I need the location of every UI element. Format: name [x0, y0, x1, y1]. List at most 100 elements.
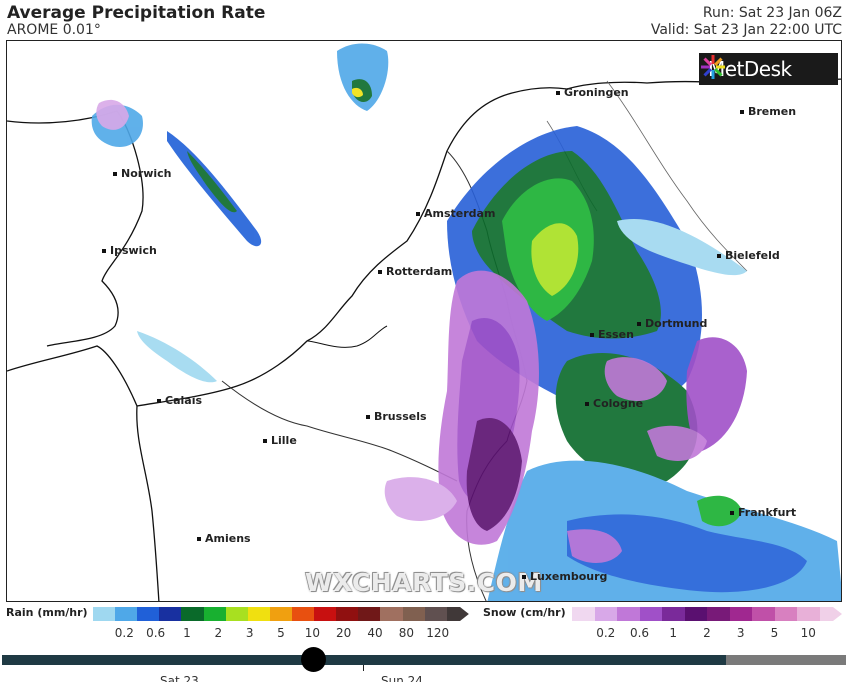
city-label: Lille: [271, 434, 297, 447]
precip-snow: [96, 99, 747, 563]
snow-color-scale: [572, 607, 842, 621]
city-marker-icon: [378, 270, 382, 274]
legend-tick-label: 1: [669, 626, 678, 640]
city-marker-icon: [740, 110, 744, 114]
city-dortmund: Dortmund: [637, 317, 707, 330]
time-slider-track[interactable]: [2, 655, 726, 665]
legend-tick-label: 10: [800, 626, 816, 640]
legend-swatch: [594, 607, 617, 621]
legend-swatch: [225, 607, 248, 621]
legend-swatch: [115, 607, 138, 621]
wxcharts-watermark: WXCHARTS.COM: [305, 568, 543, 597]
rain-color-scale: [93, 607, 469, 621]
city-label: Bremen: [748, 105, 797, 118]
legend-swatch: [181, 607, 204, 621]
city-brussels: Brussels: [366, 410, 427, 423]
city-bremen: Bremen: [740, 105, 796, 118]
city-bielefeld: Bielefeld: [717, 249, 780, 262]
city-groningen: Groningen: [556, 86, 629, 99]
legend-tick-label: 0.2: [114, 626, 134, 640]
legend-swatch: [774, 607, 797, 621]
city-marker-icon: [197, 537, 201, 541]
city-label: Frankfurt: [738, 506, 797, 519]
precipitation-map[interactable]: MetDesk WXCHARTS.COM Groningen Bremen No…: [6, 40, 842, 602]
city-calais: Calais: [157, 394, 202, 407]
city-marker-icon: [590, 333, 594, 337]
run-label: Run: Sat 23 Jan 06Z: [702, 5, 842, 21]
city-marker-icon: [263, 439, 267, 443]
model-label: AROME 0.01°: [7, 22, 101, 38]
legend-tick-label: 5: [770, 626, 779, 640]
legend-tick-label: 3: [245, 626, 254, 640]
legend-tick-label: 0.6: [629, 626, 650, 640]
city-label: Groningen: [564, 86, 629, 99]
legend-swatch: [729, 607, 752, 621]
city-marker-icon: [730, 511, 734, 515]
legend-swatch: [424, 607, 447, 621]
legend-tick-label: 2: [703, 626, 711, 640]
legend-swatch: [159, 607, 182, 621]
legend-swatch: [358, 607, 381, 621]
legend-tick-label: 40: [367, 626, 383, 640]
legend-swatch: [291, 607, 315, 621]
city-marker-icon: [102, 249, 106, 253]
time-slider-remaining[interactable]: [726, 655, 846, 665]
legend-swatch: [572, 607, 595, 621]
city-frankfurt: Frankfurt: [730, 506, 796, 519]
legend-swatch: [269, 607, 292, 621]
city-marker-icon: [585, 402, 589, 406]
map-canvas: [7, 43, 841, 601]
day-label-sun: Sun 24: [381, 674, 423, 682]
legend-swatch: [617, 607, 640, 621]
legend-swatch: [402, 607, 425, 621]
city-essen: Essen: [590, 328, 634, 341]
city-lille: Lille: [263, 434, 297, 447]
legend-swatch: [203, 607, 226, 621]
legend-swatch: [684, 607, 707, 621]
time-slider-handle[interactable]: [301, 647, 327, 672]
legend-swatch: [752, 607, 775, 621]
snow-tick-labels: 0.2 0.6 1 2 3 5 10: [572, 626, 842, 640]
city-marker-icon: [717, 254, 721, 258]
legend-swatch: [819, 607, 842, 621]
city-label: Norwich: [121, 167, 172, 180]
city-label: Essen: [598, 328, 634, 341]
legend-swatch: [93, 607, 116, 621]
legend-swatch: [662, 607, 685, 621]
city-label: Calais: [165, 394, 203, 407]
city-label: Amsterdam: [424, 207, 496, 220]
city-amsterdam: Amsterdam: [416, 207, 495, 220]
legend-tick-label: 0.2: [596, 626, 616, 640]
city-marker-icon: [416, 212, 420, 216]
city-marker-icon: [556, 91, 560, 95]
legend-tick-label: 120: [426, 626, 450, 640]
day-divider: [363, 665, 364, 671]
metdesk-logo-text: MetDesk: [708, 57, 792, 81]
metdesk-logo: MetDesk: [699, 53, 838, 85]
legend-swatch: [336, 607, 359, 621]
legend-swatch: [247, 607, 270, 621]
city-label: Cologne: [593, 397, 644, 410]
metdesk-star-icon: [701, 55, 725, 79]
day-label-sat: Sat 23: [160, 674, 199, 682]
legend-tick-label: 10: [304, 626, 320, 640]
legend-tick-label: 5: [277, 626, 285, 640]
chart-title: Average Precipitation Rate: [7, 3, 266, 23]
city-label: Amiens: [205, 532, 251, 545]
legend-swatch: [707, 607, 730, 621]
city-cologne: Cologne: [585, 397, 643, 410]
city-norwich: Norwich: [113, 167, 171, 180]
legend-tick-label: 80: [398, 626, 414, 640]
city-ipswich: Ipswich: [102, 244, 157, 257]
city-luxembourg: Luxembourg: [522, 570, 607, 583]
city-label: Brussels: [374, 410, 427, 423]
legend-swatch: [446, 607, 469, 621]
time-slider[interactable]: [0, 647, 851, 672]
valid-label: Valid: Sat 23 Jan 22:00 UTC: [650, 22, 842, 38]
legend-swatch: [137, 607, 160, 621]
legend-tick-label: 1: [183, 626, 191, 640]
city-marker-icon: [522, 575, 526, 579]
rain-tick-labels: 0.2 0.6 1 2 3 5 10 20 40 80 120: [93, 626, 469, 640]
legend-swatch: [314, 607, 337, 621]
rain-legend-label: Rain (mm/hr): [6, 606, 88, 619]
